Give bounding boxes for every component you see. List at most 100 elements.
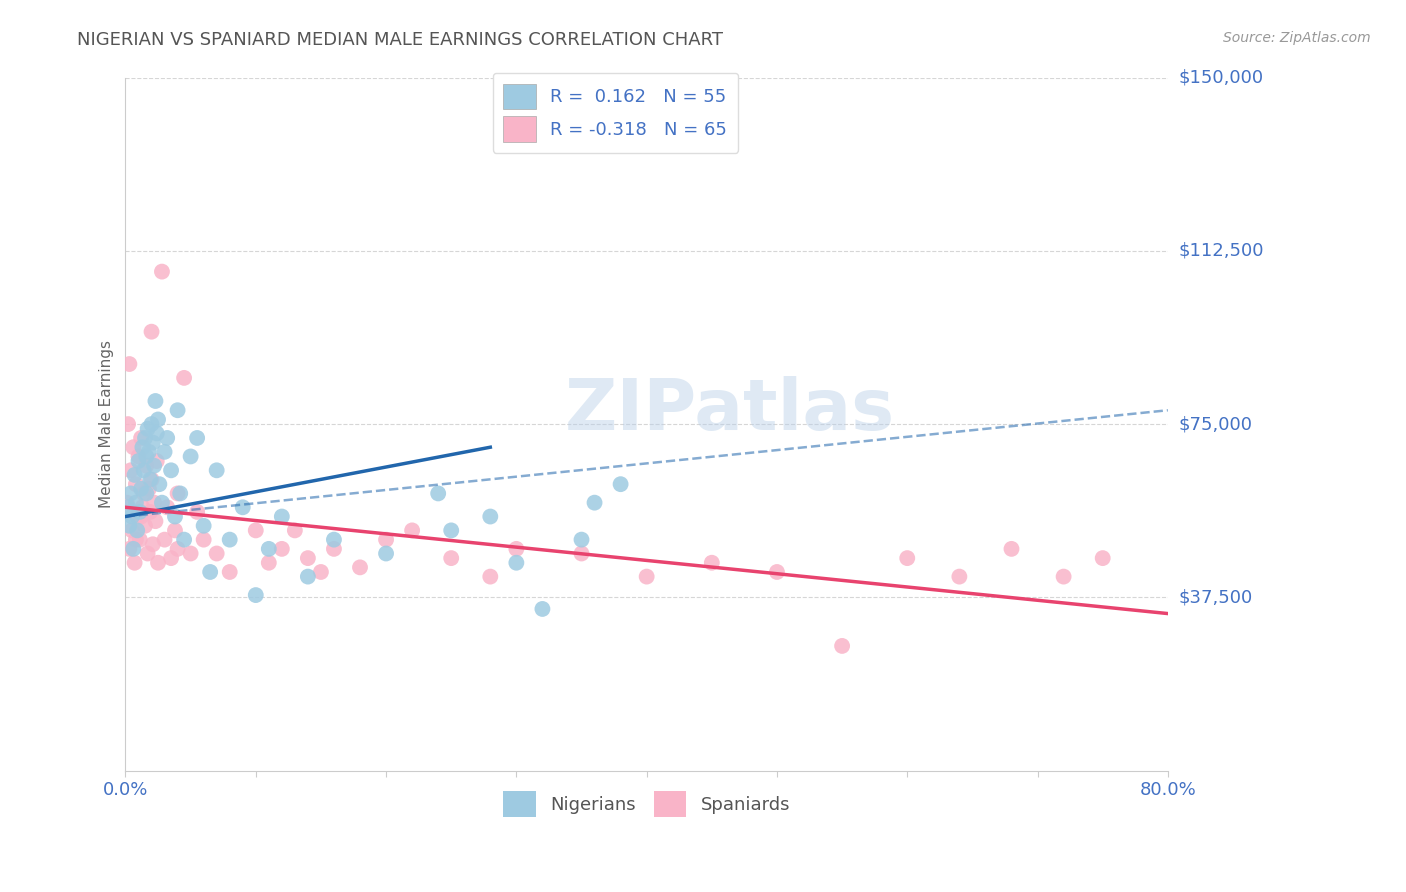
Point bbox=[896, 551, 918, 566]
Point bbox=[124, 556, 146, 570]
Legend: Nigerians, Spaniards: Nigerians, Spaniards bbox=[496, 784, 797, 824]
Point bbox=[117, 500, 139, 515]
Point bbox=[131, 500, 153, 515]
Point bbox=[180, 450, 202, 464]
Point bbox=[141, 417, 163, 431]
Point bbox=[146, 412, 169, 426]
Point bbox=[505, 556, 527, 570]
Point bbox=[531, 602, 554, 616]
Point bbox=[479, 569, 502, 583]
Point bbox=[505, 541, 527, 556]
Point bbox=[198, 565, 221, 579]
Point bbox=[127, 509, 149, 524]
Point bbox=[122, 541, 145, 556]
Text: $75,000: $75,000 bbox=[1180, 415, 1253, 434]
Point bbox=[150, 496, 173, 510]
Point bbox=[193, 518, 215, 533]
Point bbox=[427, 486, 450, 500]
Point bbox=[136, 547, 159, 561]
Text: $112,500: $112,500 bbox=[1180, 242, 1264, 260]
Point bbox=[131, 440, 153, 454]
Point bbox=[766, 565, 789, 579]
Point bbox=[218, 533, 240, 547]
Point bbox=[128, 533, 150, 547]
Point bbox=[120, 463, 142, 477]
Point bbox=[270, 509, 292, 524]
Point bbox=[125, 533, 148, 547]
Text: $37,500: $37,500 bbox=[1180, 589, 1253, 607]
Point bbox=[141, 473, 163, 487]
Y-axis label: Median Male Earnings: Median Male Earnings bbox=[100, 340, 114, 508]
Point bbox=[401, 524, 423, 538]
Point bbox=[583, 496, 606, 510]
Point bbox=[118, 518, 141, 533]
Point bbox=[1000, 541, 1022, 556]
Point bbox=[166, 541, 188, 556]
Point bbox=[135, 458, 157, 473]
Point bbox=[245, 524, 267, 538]
Point bbox=[156, 431, 179, 445]
Point bbox=[193, 533, 215, 547]
Point bbox=[160, 463, 183, 477]
Point bbox=[118, 357, 141, 371]
Point bbox=[132, 486, 155, 500]
Point bbox=[270, 541, 292, 556]
Point bbox=[948, 569, 970, 583]
Point bbox=[132, 463, 155, 477]
Text: ZIPatlas: ZIPatlas bbox=[565, 376, 896, 445]
Point bbox=[120, 486, 142, 500]
Point bbox=[636, 569, 658, 583]
Point bbox=[163, 524, 186, 538]
Point bbox=[571, 533, 593, 547]
Point bbox=[118, 541, 141, 556]
Text: NIGERIAN VS SPANIARD MEDIAN MALE EARNINGS CORRELATION CHART: NIGERIAN VS SPANIARD MEDIAN MALE EARNING… bbox=[77, 31, 723, 49]
Point bbox=[232, 500, 254, 515]
Text: $150,000: $150,000 bbox=[1180, 69, 1264, 87]
Point bbox=[257, 541, 280, 556]
Point bbox=[115, 496, 138, 510]
Point bbox=[138, 445, 160, 459]
Point bbox=[169, 486, 191, 500]
Point bbox=[135, 450, 157, 464]
Point bbox=[145, 514, 167, 528]
Point bbox=[128, 505, 150, 519]
Point bbox=[142, 435, 165, 450]
Point bbox=[375, 533, 398, 547]
Point bbox=[143, 496, 166, 510]
Point bbox=[571, 547, 593, 561]
Point bbox=[245, 588, 267, 602]
Point bbox=[150, 264, 173, 278]
Point bbox=[309, 565, 332, 579]
Point bbox=[145, 426, 167, 441]
Point bbox=[1091, 551, 1114, 566]
Point bbox=[375, 547, 398, 561]
Point bbox=[153, 533, 176, 547]
Point bbox=[128, 450, 150, 464]
Point bbox=[609, 477, 631, 491]
Point bbox=[349, 560, 371, 574]
Point bbox=[205, 547, 228, 561]
Point bbox=[166, 403, 188, 417]
Point bbox=[117, 417, 139, 431]
Text: Source: ZipAtlas.com: Source: ZipAtlas.com bbox=[1223, 31, 1371, 45]
Point bbox=[128, 454, 150, 468]
Point bbox=[440, 524, 463, 538]
Point bbox=[143, 458, 166, 473]
Point bbox=[186, 505, 208, 519]
Point bbox=[136, 422, 159, 436]
Point bbox=[129, 431, 152, 445]
Point bbox=[124, 467, 146, 482]
Point bbox=[479, 509, 502, 524]
Point bbox=[153, 445, 176, 459]
Point bbox=[135, 486, 157, 500]
Point bbox=[127, 524, 149, 538]
Point bbox=[323, 541, 346, 556]
Point bbox=[121, 524, 143, 538]
Point bbox=[297, 569, 319, 583]
Point bbox=[180, 547, 202, 561]
Point bbox=[173, 371, 195, 385]
Point bbox=[138, 482, 160, 496]
Point bbox=[173, 533, 195, 547]
Point bbox=[121, 509, 143, 524]
Point bbox=[145, 394, 167, 409]
